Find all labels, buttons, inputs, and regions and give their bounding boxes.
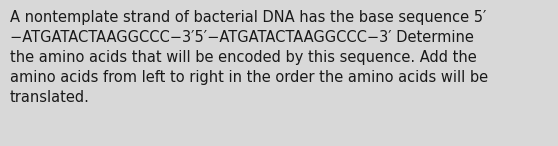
Text: the amino acids that will be encoded by this sequence. Add the: the amino acids that will be encoded by … [10,50,477,65]
Text: amino acids from left to right in the order the amino acids will be: amino acids from left to right in the or… [10,70,488,85]
Text: translated.: translated. [10,90,90,105]
Text: A nontemplate strand of bacterial DNA has the base sequence 5′: A nontemplate strand of bacterial DNA ha… [10,10,487,25]
Text: −ATGATACTAAGGCCC−3′5′−ATGATACTAAGGCCC−3′ Determine: −ATGATACTAAGGCCC−3′5′−ATGATACTAAGGCCC−3′… [10,30,474,45]
